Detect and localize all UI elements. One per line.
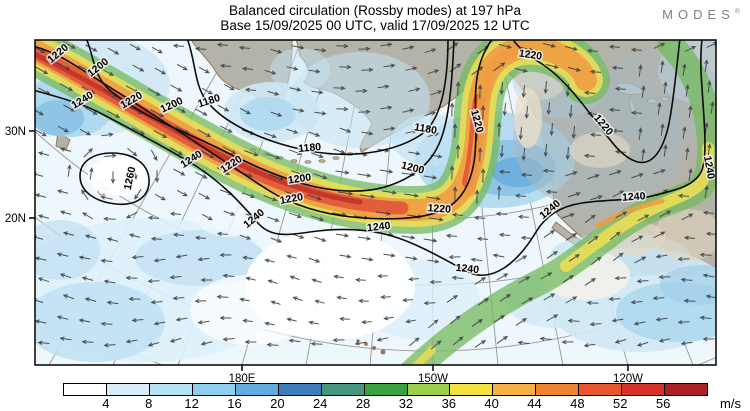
lon-label: 150W (418, 373, 448, 385)
contour-label: 1180 (298, 141, 322, 155)
colorbar-tick-label: 48 (570, 396, 585, 411)
colorbar-tick-label: 12 (184, 396, 199, 411)
chart-title: Balanced circulation (Rossby modes) at 1… (229, 3, 521, 18)
registered-mark: ® (734, 8, 740, 16)
colorbar-cell (407, 384, 451, 395)
contour-label: 1200 (287, 171, 312, 186)
lat-label: 30N (5, 126, 26, 138)
contour-label: 1240 (455, 262, 480, 276)
colorbar-cell (579, 384, 623, 395)
colorbar-cell (235, 384, 279, 395)
colorbar-cell (192, 384, 236, 395)
colorbar-cell (364, 384, 408, 395)
colorbar-tick-label: 32 (398, 396, 414, 411)
colorbar-tick-label: 44 (527, 396, 542, 411)
colorbar-cell (149, 384, 193, 395)
contour-label: 1220 (427, 202, 451, 216)
colorbar-cell (278, 384, 322, 395)
colorbar-cell (450, 384, 494, 395)
lon-label: 120W (613, 373, 643, 385)
colorbar-tick-label: 8 (145, 396, 153, 411)
wind-arrows (35, 41, 716, 350)
colorbar-tick-label: 28 (355, 396, 371, 411)
colorbar-tick-label: 52 (613, 396, 628, 411)
modes-logo: MODES® (662, 7, 740, 22)
modes-logo-text: MODES (662, 7, 735, 22)
colorbar-cell (665, 384, 708, 395)
contour-label: 1220 (518, 47, 543, 62)
colorbar (63, 383, 708, 396)
colorbar-unit: m/s (720, 396, 741, 411)
contour-label: 1180 (413, 121, 438, 137)
colorbar-cell (106, 384, 150, 395)
colorbar-tick-label: 24 (312, 396, 328, 411)
colorbar-cell (622, 384, 666, 395)
colorbar-cell (321, 384, 365, 395)
chart-subtitle: Base 15/09/2025 00 UTC, valid 17/09/2025… (220, 18, 530, 33)
contour-label: 1240 (622, 190, 646, 204)
colorbar-tick-label: 56 (655, 396, 671, 411)
colorbar-cell (493, 384, 537, 395)
contour-label: 1240 (366, 220, 391, 234)
lat-label: 20N (5, 213, 26, 225)
contour-lines (35, 40, 706, 276)
lon-label: 180E (229, 373, 256, 385)
colorbar-tick-label: 20 (270, 396, 285, 411)
colorbar-cell (536, 384, 580, 395)
colorbar-cell (64, 384, 107, 395)
colorbar-tick-label: 40 (484, 396, 499, 411)
colorbar-tick-label: 4 (102, 396, 110, 411)
colorbar-tick-label: 16 (227, 396, 242, 411)
colorbar-tick-label: 36 (441, 396, 457, 411)
colorbar-ticks: 4 8 12 16 20 24 28 32 36 40 44 48 52 56 (63, 396, 708, 411)
contour-label: 1220 (279, 191, 304, 207)
title-block: Balanced circulation (Rossby modes) at 1… (0, 3, 750, 33)
